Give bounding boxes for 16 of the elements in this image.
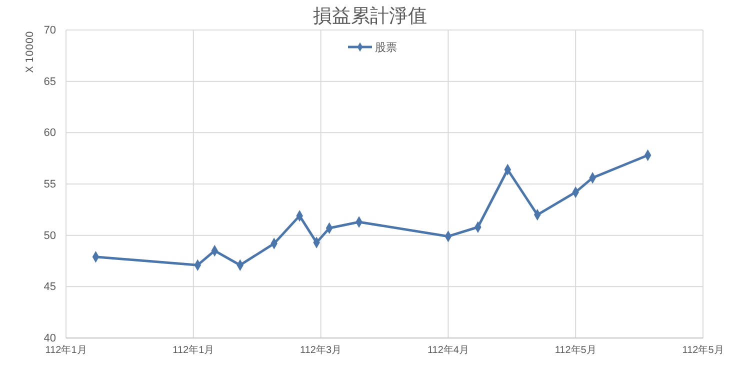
legend-label: 股票 bbox=[375, 41, 397, 54]
chart-title: 損益累計淨值 bbox=[313, 5, 427, 27]
y-tick-label: 65 bbox=[44, 76, 56, 88]
x-tick-label: 112年4月 bbox=[427, 344, 469, 356]
x-tick-label: 112年5月 bbox=[554, 344, 596, 356]
x-tick-label: 112年5月 bbox=[682, 344, 724, 356]
y-tick-label: 70 bbox=[44, 24, 56, 37]
y-tick-label: 40 bbox=[44, 332, 56, 345]
y-axis-title: X 10000 bbox=[25, 31, 36, 73]
x-tick-label: 112年1月 bbox=[45, 344, 87, 356]
y-tick-label: 50 bbox=[44, 230, 56, 242]
x-tick-label: 112年3月 bbox=[300, 344, 342, 356]
x-tick-label: 112年1月 bbox=[172, 344, 214, 356]
y-tick-label: 55 bbox=[44, 178, 56, 191]
y-tick-label: 60 bbox=[44, 127, 56, 140]
y-tick-label: 45 bbox=[44, 281, 56, 294]
